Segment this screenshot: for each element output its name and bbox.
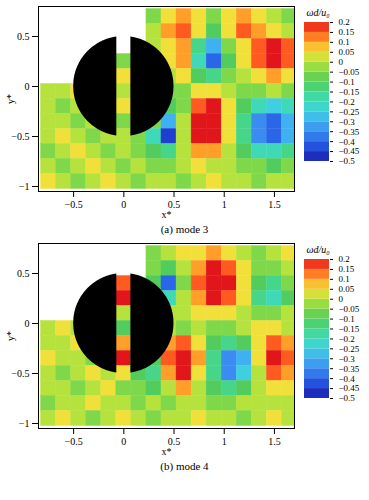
svg-text:1: 1: [222, 436, 227, 447]
svg-text:−0.4: −0.4: [339, 374, 356, 384]
svg-text:0.1: 0.1: [339, 274, 350, 284]
svg-text:0.1: 0.1: [339, 37, 350, 47]
svg-text:1.5: 1.5: [268, 199, 281, 210]
svg-text:−0.5: −0.5: [65, 436, 83, 447]
svg-text:ωd/u₀: ωd/u₀: [307, 7, 331, 18]
svg-text:−0.1: −0.1: [339, 77, 355, 87]
svg-text:−0.5: −0.5: [65, 199, 83, 210]
svg-text:−0.5: −0.5: [11, 368, 29, 379]
svg-text:1.5: 1.5: [268, 436, 281, 447]
svg-text:x*: x*: [162, 446, 172, 457]
svg-text:−0.45: −0.45: [339, 383, 360, 393]
svg-text:−0.4: −0.4: [339, 137, 356, 147]
svg-text:−0.5: −0.5: [339, 156, 356, 166]
svg-text:−0.25: −0.25: [339, 344, 360, 354]
svg-text:0.05: 0.05: [339, 284, 355, 294]
svg-text:0: 0: [121, 436, 126, 447]
svg-text:−0.35: −0.35: [339, 127, 360, 137]
svg-text:−0.5: −0.5: [11, 131, 29, 142]
svg-text:0.2: 0.2: [339, 254, 350, 264]
svg-text:−1: −1: [19, 418, 30, 429]
svg-text:−0.05: −0.05: [339, 304, 360, 314]
svg-text:−0.3: −0.3: [339, 354, 356, 364]
svg-text:−0.5: −0.5: [339, 393, 356, 403]
svg-text:−0.1: −0.1: [339, 314, 355, 324]
svg-text:0: 0: [25, 81, 30, 92]
svg-text:0.2: 0.2: [339, 17, 350, 27]
svg-text:−0.3: −0.3: [339, 117, 356, 127]
html-text:(b) mode 4: (b) mode 4: [160, 460, 209, 472]
svg-text:0: 0: [25, 318, 30, 329]
svg-text:0.15: 0.15: [339, 264, 355, 274]
svg-text:1: 1: [222, 199, 227, 210]
svg-text:0.5: 0.5: [167, 435, 181, 447]
svg-text:0: 0: [121, 199, 126, 210]
svg-text:−0.45: −0.45: [339, 146, 360, 156]
svg-text:0.5: 0.5: [17, 31, 30, 42]
svg-text:ωd/u₀: ωd/u₀: [307, 244, 331, 255]
svg-text:−0.35: −0.35: [339, 364, 360, 374]
svg-text:−0.15: −0.15: [339, 324, 360, 334]
svg-text:−1: −1: [19, 181, 30, 192]
svg-text:0.5: 0.5: [167, 198, 181, 210]
svg-text:−0.15: −0.15: [339, 87, 360, 97]
svg-text:y*: y*: [5, 331, 16, 341]
svg-text:x*: x*: [162, 209, 172, 220]
svg-text:0: 0: [339, 57, 344, 67]
svg-text:0: 0: [339, 294, 344, 304]
svg-text:0.5: 0.5: [17, 268, 30, 279]
html-text:(a) mode 3: (a) mode 3: [160, 223, 209, 235]
svg-text:−0.2: −0.2: [339, 97, 355, 107]
svg-text:0.05: 0.05: [339, 47, 355, 57]
svg-text:−0.05: −0.05: [339, 67, 360, 77]
svg-text:−0.2: −0.2: [339, 334, 355, 344]
svg-text:y*: y*: [5, 94, 16, 104]
svg-text:−0.25: −0.25: [339, 107, 360, 117]
svg-text:0.15: 0.15: [339, 27, 355, 37]
